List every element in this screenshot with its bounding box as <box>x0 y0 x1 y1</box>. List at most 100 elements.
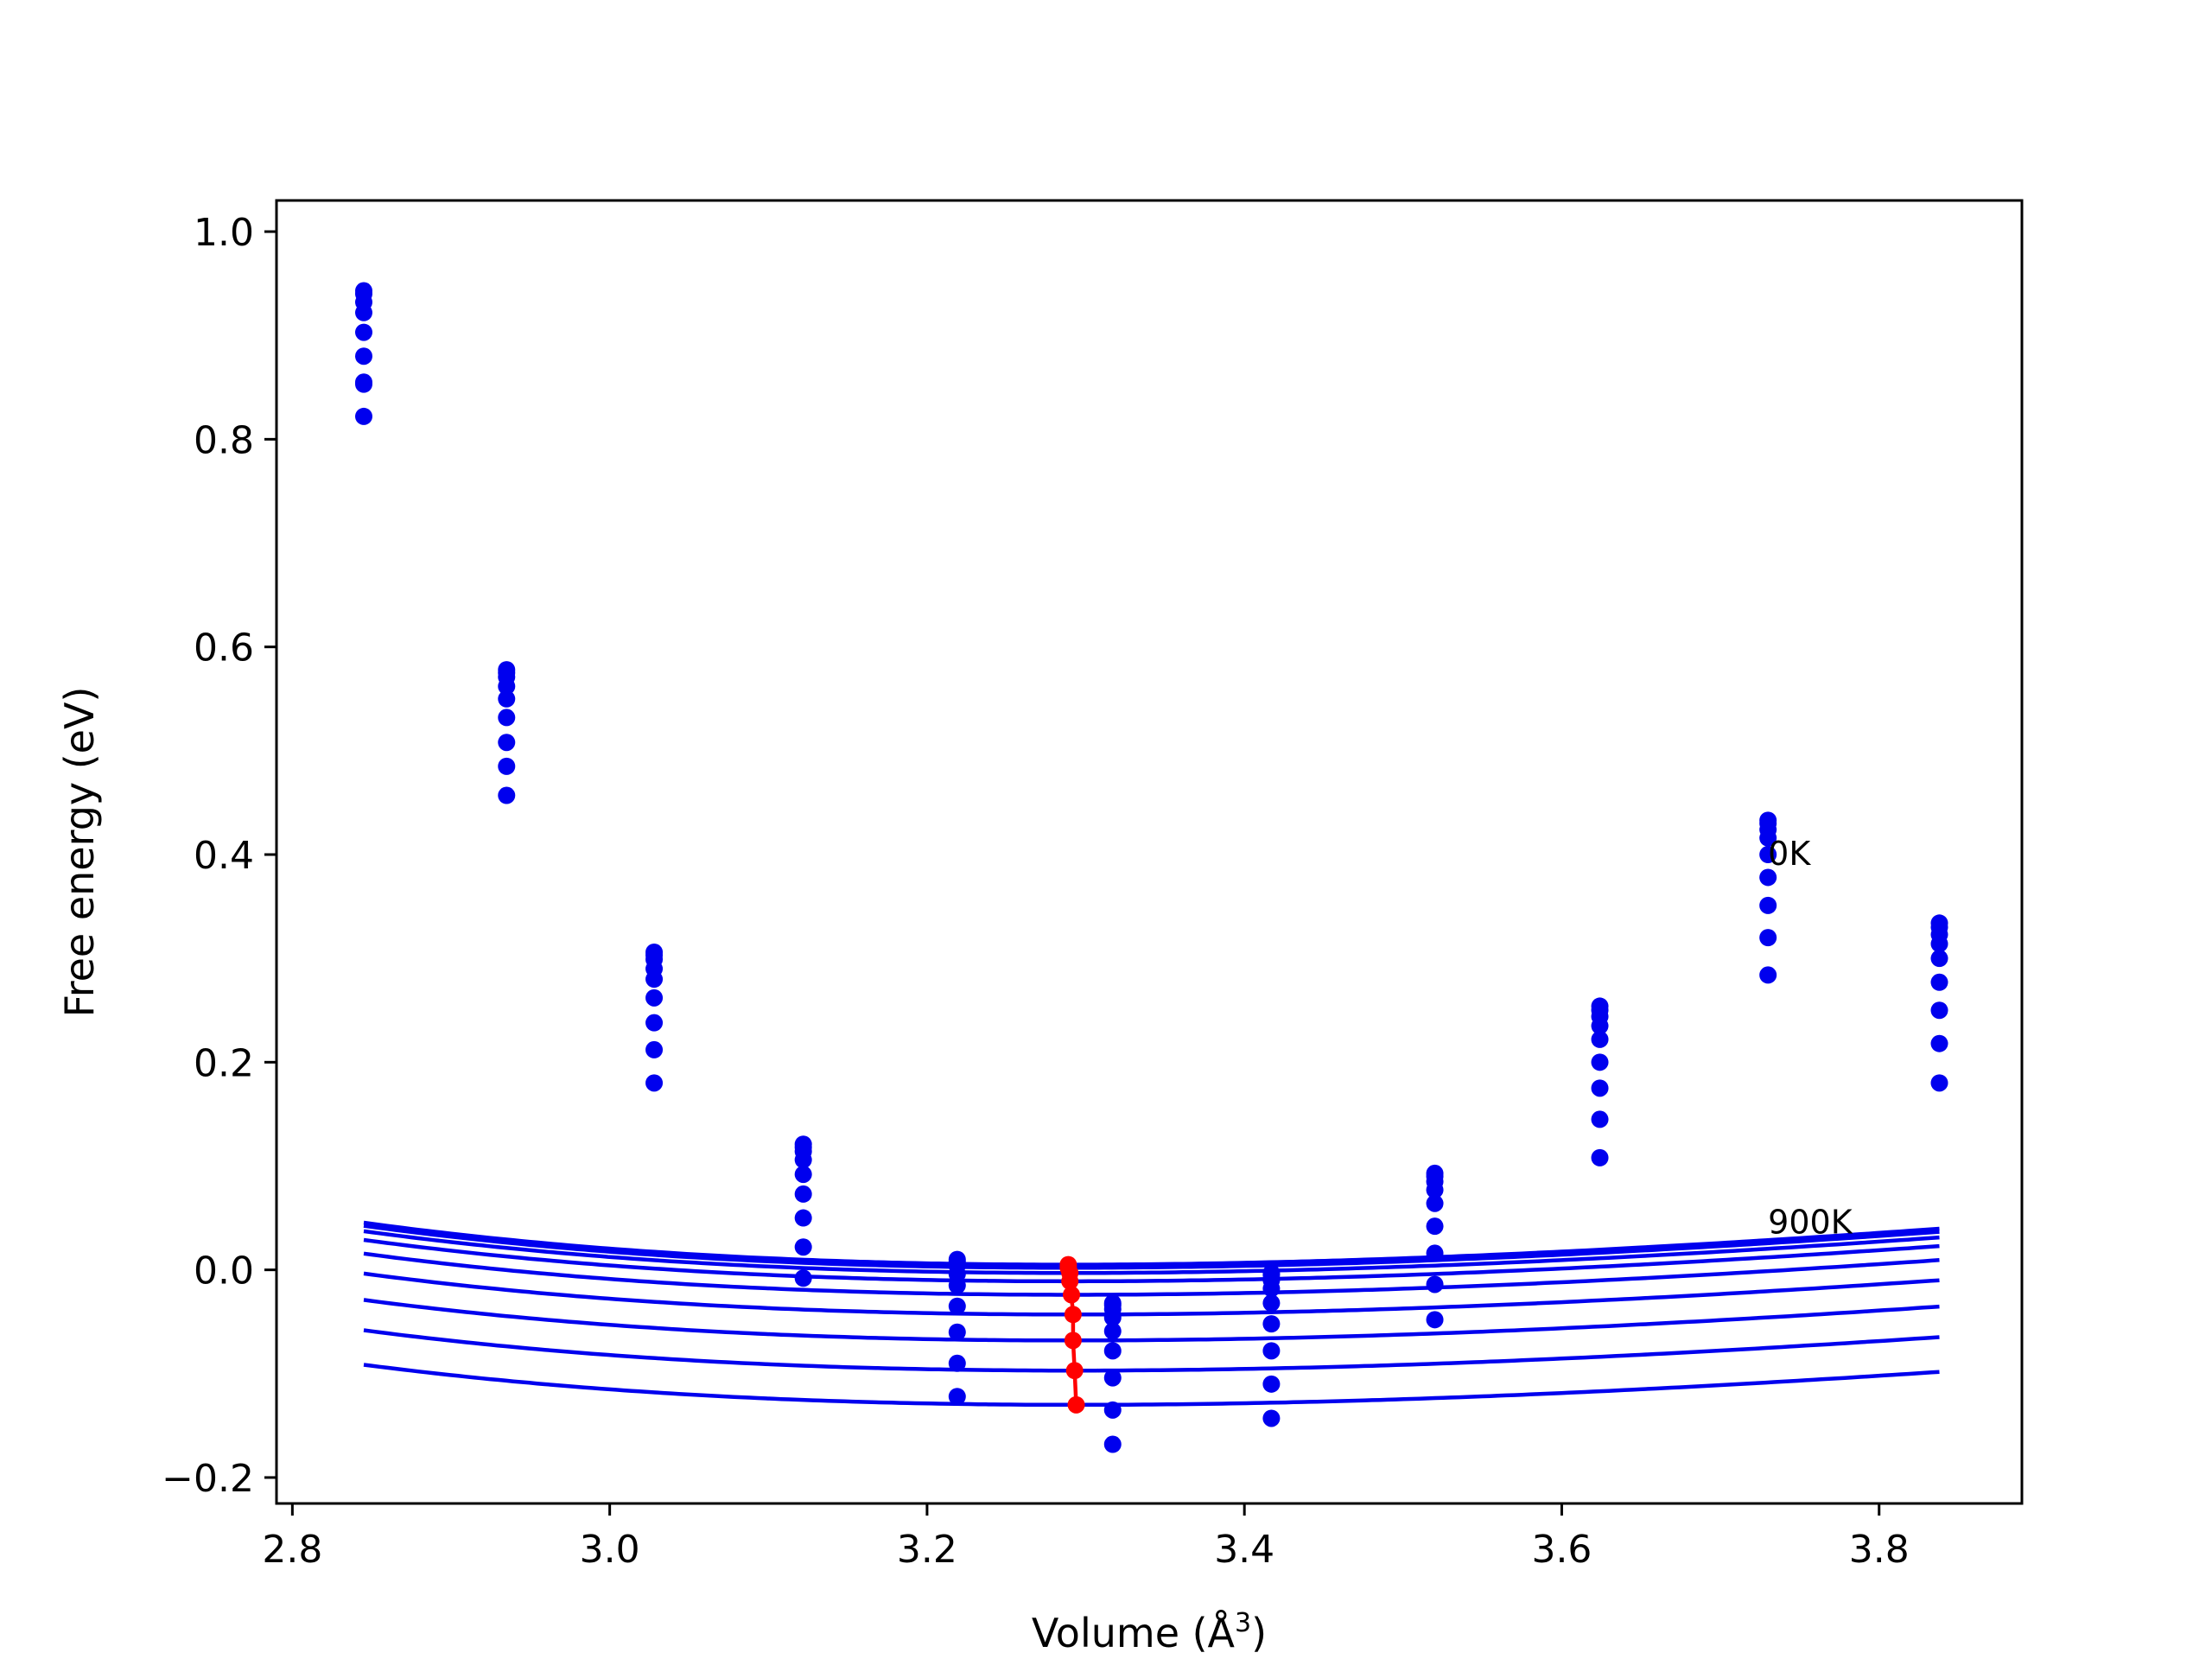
data-point-4-6 <box>1262 1294 1281 1313</box>
minimum-point-4 <box>1063 1286 1081 1304</box>
data-point-6-10 <box>1930 1001 1948 1020</box>
data-point-4-5 <box>1103 1322 1122 1340</box>
y-tick-label: −0.2 <box>162 1457 254 1501</box>
data-point-3-9 <box>1759 829 1777 847</box>
annotation-label-1: 900K <box>1768 1204 1853 1242</box>
data-points <box>355 282 1948 1453</box>
minimum-point-5 <box>1064 1306 1082 1324</box>
x-axis-ticks: 2.8 3.0 3.2 3.4 3.6 3.8 <box>262 1503 1910 1572</box>
minimum-point-3 <box>1061 1272 1079 1290</box>
data-point-8-2 <box>645 1040 664 1058</box>
data-point-6-4 <box>948 1323 966 1341</box>
data-point-6-9 <box>1759 896 1777 914</box>
data-point-8-6 <box>1262 1409 1281 1427</box>
fit-curves <box>363 1220 1940 1408</box>
fit-curve-3 <box>363 1237 1940 1284</box>
data-point-6-3 <box>794 1209 812 1227</box>
x-tick-label: 3.8 <box>1849 1528 1910 1572</box>
x-axis-label: Volume (Å3) <box>1032 1608 1267 1656</box>
temperature-annotations: 0K 900K <box>1768 835 1853 1242</box>
data-point-7-8 <box>1591 1110 1609 1128</box>
fit-curve-0 <box>363 1220 1940 1267</box>
data-point-3-7 <box>1426 1181 1444 1199</box>
data-point-8-0 <box>355 373 372 391</box>
x-tick-label: 3.6 <box>1531 1528 1592 1572</box>
data-point-7-4 <box>948 1354 966 1372</box>
data-point-3-1 <box>498 677 516 696</box>
data-point-8-8 <box>1591 1148 1609 1166</box>
fit-curve-2 <box>363 1229 1940 1275</box>
fit-curve-8 <box>363 1363 1940 1408</box>
data-point-8-9 <box>1759 966 1777 984</box>
data-point-7-10 <box>1930 1034 1948 1052</box>
x-axis-label-exponent: 3 <box>1235 1608 1251 1638</box>
data-point-5-10 <box>1930 973 1948 991</box>
data-point-3-0 <box>355 303 372 321</box>
y-tick-label: 0.6 <box>194 626 254 671</box>
y-axis-ticks: −0.2 0.0 0.2 0.4 0.6 0.8 1.0 <box>162 211 276 1501</box>
data-point-7-1 <box>498 786 516 804</box>
data-point-7-0 <box>355 407 372 425</box>
fit-curve-5 <box>363 1271 1940 1317</box>
data-point-5-1 <box>498 709 516 727</box>
y-axis-label: Free energy (eV) <box>56 687 103 1018</box>
data-point-5-4 <box>948 1297 966 1315</box>
data-point-6-2 <box>645 1014 664 1032</box>
x-tick-label: 3.4 <box>1214 1528 1274 1572</box>
data-point-4-10 <box>1930 950 1948 968</box>
data-point-4-7 <box>1426 1194 1444 1212</box>
data-point-8-7 <box>1426 1311 1444 1329</box>
data-point-3-6 <box>1262 1280 1281 1298</box>
data-point-4-8 <box>1591 1030 1609 1048</box>
data-point-5-2 <box>645 988 664 1007</box>
y-tick-label: 1.0 <box>194 211 254 255</box>
y-tick-label: 0.0 <box>194 1249 254 1294</box>
data-point-5-7 <box>1426 1217 1444 1236</box>
data-point-4-2 <box>645 970 664 988</box>
data-point-8-10 <box>1930 1074 1948 1092</box>
y-tick-label: 0.2 <box>194 1041 254 1085</box>
data-point-4-1 <box>498 690 516 708</box>
y-tick-label: 0.4 <box>194 834 254 878</box>
minimum-point-7 <box>1065 1362 1084 1380</box>
data-point-8-5 <box>1103 1435 1122 1453</box>
fit-curve-1 <box>363 1224 1940 1270</box>
data-point-3-5 <box>1103 1308 1122 1326</box>
data-point-8-4 <box>948 1388 966 1406</box>
x-tick-label: 2.8 <box>262 1528 322 1572</box>
data-point-4-3 <box>794 1166 812 1184</box>
data-point-7-5 <box>1103 1401 1122 1419</box>
data-point-6-8 <box>1591 1079 1609 1097</box>
data-point-3-8 <box>1591 1017 1609 1035</box>
equilibrium-minima <box>1059 1255 1085 1414</box>
data-point-3-3 <box>794 1151 812 1169</box>
data-point-5-0 <box>355 347 372 365</box>
data-point-7-7 <box>1426 1275 1444 1294</box>
data-point-6-6 <box>1262 1342 1281 1360</box>
data-point-8-1 <box>498 757 516 775</box>
fit-curve-6 <box>363 1298 1940 1343</box>
data-point-4-4 <box>948 1276 966 1294</box>
data-point-8-3 <box>794 1269 812 1287</box>
data-point-5-3 <box>794 1185 812 1203</box>
fit-curve-4 <box>363 1251 1940 1297</box>
data-point-7-9 <box>1759 929 1777 947</box>
data-point-6-1 <box>498 734 516 752</box>
annotation-label-0: 0K <box>1768 835 1811 873</box>
data-point-7-3 <box>794 1238 812 1256</box>
minimum-point-8 <box>1067 1395 1085 1414</box>
data-point-7-6 <box>1262 1375 1281 1393</box>
plot-frame <box>275 199 2024 1505</box>
data-point-3-10 <box>1930 935 1948 953</box>
minimum-point-6 <box>1064 1332 1082 1350</box>
x-tick-label: 3.2 <box>897 1528 957 1572</box>
data-point-5-9 <box>1759 868 1777 887</box>
data-point-6-5 <box>1103 1369 1122 1387</box>
data-point-7-2 <box>645 1074 664 1092</box>
data-point-4-0 <box>355 323 372 341</box>
y-tick-label: 0.8 <box>194 418 254 462</box>
data-point-6-7 <box>1426 1244 1444 1262</box>
fit-curve-7 <box>363 1328 1940 1373</box>
data-point-5-6 <box>1262 1315 1281 1333</box>
